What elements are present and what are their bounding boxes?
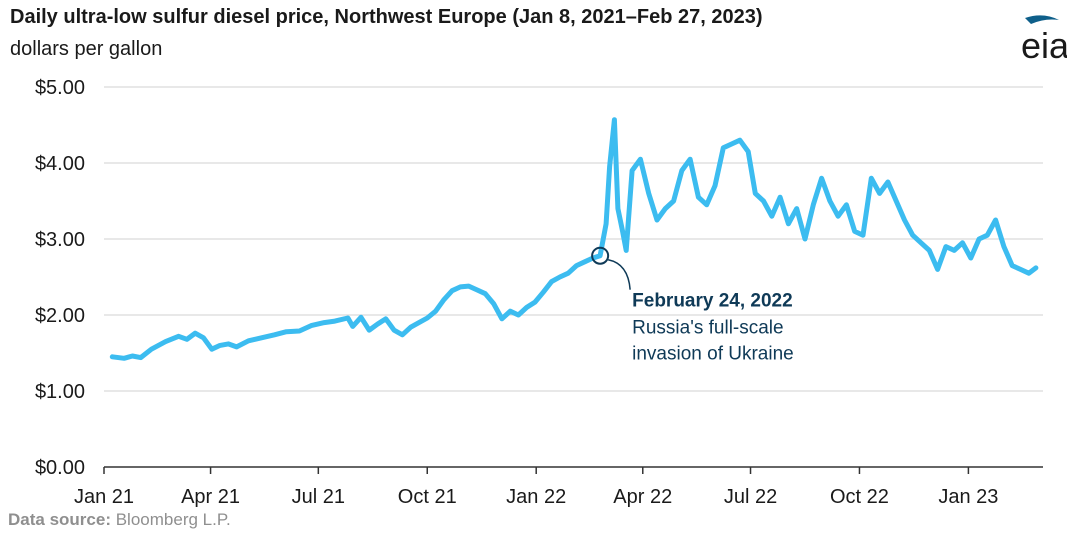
x-tick-label: Jul 21 bbox=[292, 486, 345, 508]
x-tick-label: Oct 21 bbox=[398, 486, 457, 508]
x-tick-label: Jan 23 bbox=[938, 486, 998, 508]
data-source-value: Bloomberg L.P. bbox=[115, 510, 231, 529]
y-tick-label: $2.00 bbox=[35, 305, 85, 327]
x-axis: Jan 21 Apr 21 Jul 21 Oct 21 Jan 22 Apr 22 Jul … bbox=[74, 466, 1043, 508]
x-tick-label: Apr 22 bbox=[613, 486, 672, 508]
y-tick-label: $1.00 bbox=[35, 381, 85, 403]
y-tick-label: $0.00 bbox=[35, 457, 85, 479]
annotation-text: invasion of Ukraine bbox=[632, 344, 794, 365]
annotation: February 24, 2022 Russia's full-scale inva… bbox=[591, 246, 794, 365]
data-source: Data source: Bloomberg L.P. bbox=[8, 510, 231, 530]
y-tick-label: $5.00 bbox=[35, 77, 85, 99]
y-axis-ticks: $0.00 $1.00 $2.00 $3.00 $4.00 $5.00 bbox=[35, 77, 85, 479]
x-tick-label: Oct 22 bbox=[830, 486, 889, 508]
data-source-label: Data source: bbox=[8, 510, 111, 529]
annotation-leader bbox=[607, 258, 631, 290]
x-tick-label: Jan 22 bbox=[506, 486, 566, 508]
y-tick-label: $3.00 bbox=[35, 229, 85, 251]
eia-logo-swoosh-icon bbox=[1025, 15, 1059, 24]
chart-title: Daily ultra-low sulfur diesel price, Nor… bbox=[10, 6, 763, 28]
chart-subtitle: dollars per gallon bbox=[10, 38, 163, 60]
gridlines bbox=[104, 86, 1043, 392]
x-tick-label: Jul 22 bbox=[724, 486, 777, 508]
y-tick-label: $4.00 bbox=[35, 153, 85, 175]
x-tick-label: Apr 21 bbox=[181, 486, 240, 508]
eia-logo: eia bbox=[1021, 15, 1067, 66]
eia-logo-text: eia bbox=[1021, 25, 1067, 66]
annotation-marker bbox=[591, 246, 610, 265]
x-tick-label: Jan 21 bbox=[74, 486, 134, 508]
series-line-ulsd-price bbox=[109, 117, 1039, 361]
annotation-text: Russia's full-scale bbox=[632, 318, 783, 339]
annotation-title: February 24, 2022 bbox=[632, 291, 793, 312]
